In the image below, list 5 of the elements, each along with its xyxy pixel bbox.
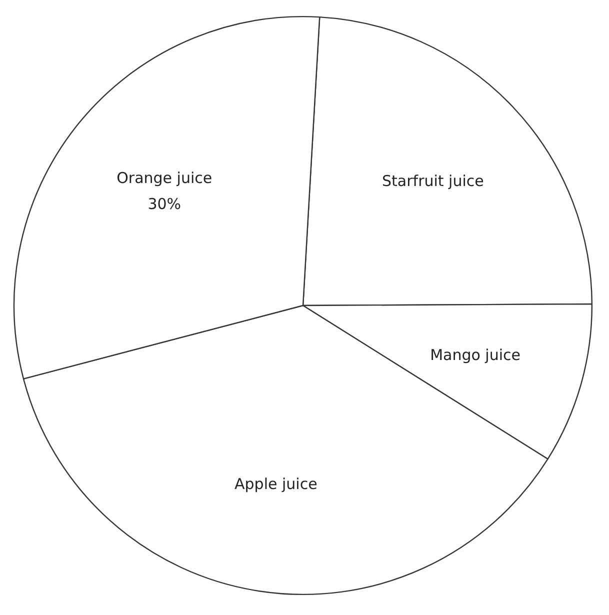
slice-label: Starfruit juice bbox=[382, 172, 484, 190]
slice-label: Apple juice bbox=[234, 475, 318, 494]
slice-label: Orange juice bbox=[116, 168, 212, 187]
data-label: 30% bbox=[148, 195, 182, 214]
slice-label: Mango juice bbox=[430, 346, 521, 364]
